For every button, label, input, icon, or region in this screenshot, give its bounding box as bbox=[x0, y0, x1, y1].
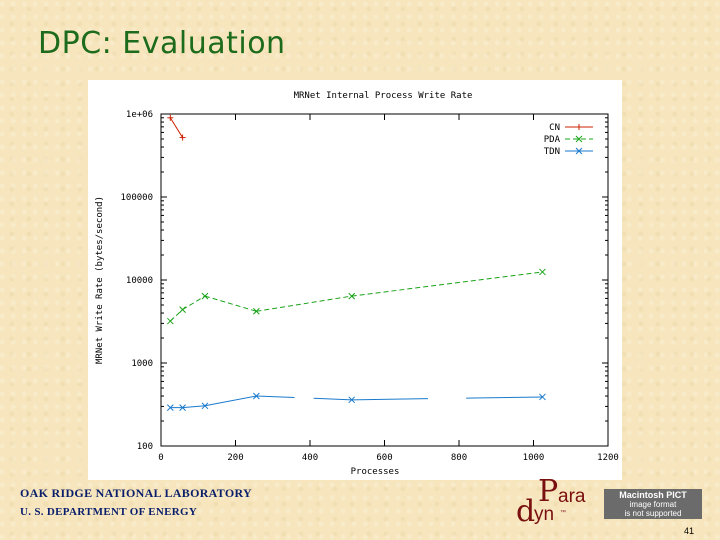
y-tick-label: 1e+06 bbox=[126, 110, 153, 120]
data-point-pda-b bbox=[179, 306, 186, 313]
chart-title: MRNet Internal Process Write Rate bbox=[294, 91, 473, 101]
pict-line-3: is not supported bbox=[624, 509, 682, 518]
series-line-tdn bbox=[313, 397, 352, 401]
data-point-pda-b bbox=[201, 292, 209, 300]
data-point-pda-b bbox=[348, 292, 356, 300]
y-tick-label: 100000 bbox=[120, 193, 153, 203]
y-tick-label: 10000 bbox=[126, 276, 153, 286]
y-tick-label: 1000 bbox=[131, 359, 153, 369]
series-line-tdn bbox=[204, 395, 257, 407]
data-point-pda-b bbox=[166, 317, 174, 325]
series-line-tdn bbox=[182, 405, 205, 409]
pict-line-2: image format bbox=[629, 500, 677, 509]
series-line-tdn bbox=[256, 395, 295, 399]
slide-title: DPC: Evaluation bbox=[38, 26, 286, 61]
data-point-tdn-b bbox=[201, 402, 209, 410]
series-line-pda bbox=[182, 295, 206, 311]
legend-label-tdn: TDN bbox=[544, 147, 560, 157]
page-number: 41 bbox=[684, 526, 695, 536]
legend-label-cn: CN bbox=[549, 123, 560, 133]
data-point-tdn-b bbox=[179, 404, 186, 411]
org-name: OAK RIDGE NATIONAL LABORATORY bbox=[20, 486, 252, 500]
data-point-tdn-b bbox=[253, 392, 260, 400]
data-point-pda-b bbox=[539, 268, 546, 276]
paradyn-logo: P ara d yn ™ bbox=[512, 474, 602, 536]
x-tick-label: 200 bbox=[227, 453, 243, 463]
x-tick-label: 1200 bbox=[597, 453, 619, 463]
data-point-pda-b bbox=[253, 307, 260, 315]
plot-frame bbox=[160, 113, 609, 447]
logo-text-ara: ara bbox=[558, 486, 586, 507]
x-tick-label: 800 bbox=[451, 453, 467, 463]
x-tick-label: 1000 bbox=[523, 453, 545, 463]
x-tick-label: 600 bbox=[376, 453, 392, 463]
x-axis-label: Processes bbox=[351, 467, 400, 477]
series-line-pda bbox=[204, 295, 257, 312]
series-line-tdn bbox=[466, 396, 543, 399]
logo-letter-p: P bbox=[538, 474, 559, 509]
data-point-tdn-b bbox=[539, 393, 546, 401]
x-tick-label: 400 bbox=[302, 453, 318, 463]
logo-letter-d: d bbox=[516, 494, 536, 529]
chart-panel: MRNet Internal Process Write Rate MRNet … bbox=[88, 80, 622, 480]
series-line-cn bbox=[169, 117, 184, 138]
data-point-legend-pda-b bbox=[575, 135, 583, 143]
series-line-tdn bbox=[351, 398, 429, 401]
unsupported-image-placeholder: Macintosh PICT image format is not suppo… bbox=[604, 489, 702, 519]
data-point-tdn-b bbox=[166, 404, 174, 411]
data-point-legend-tdn-b bbox=[575, 147, 583, 155]
x-tick-label: 0 bbox=[158, 453, 163, 463]
y-axis-label: MRNet Write Rate (bytes/second) bbox=[95, 196, 105, 364]
y-tick-label: 100 bbox=[137, 442, 153, 452]
series-line-pda bbox=[351, 271, 543, 297]
legend-label-pda: PDA bbox=[544, 135, 561, 145]
logo-text-yn: yn bbox=[534, 504, 555, 525]
logo-trademark: ™ bbox=[560, 510, 566, 516]
data-point-tdn-b bbox=[348, 396, 356, 404]
series-line-pda bbox=[256, 295, 352, 312]
pict-line-1: Macintosh PICT bbox=[619, 490, 687, 500]
line-chart: MRNet Internal Process Write Rate MRNet … bbox=[95, 91, 619, 477]
org-department: U. S. DEPARTMENT OF ENERGY bbox=[20, 506, 198, 518]
